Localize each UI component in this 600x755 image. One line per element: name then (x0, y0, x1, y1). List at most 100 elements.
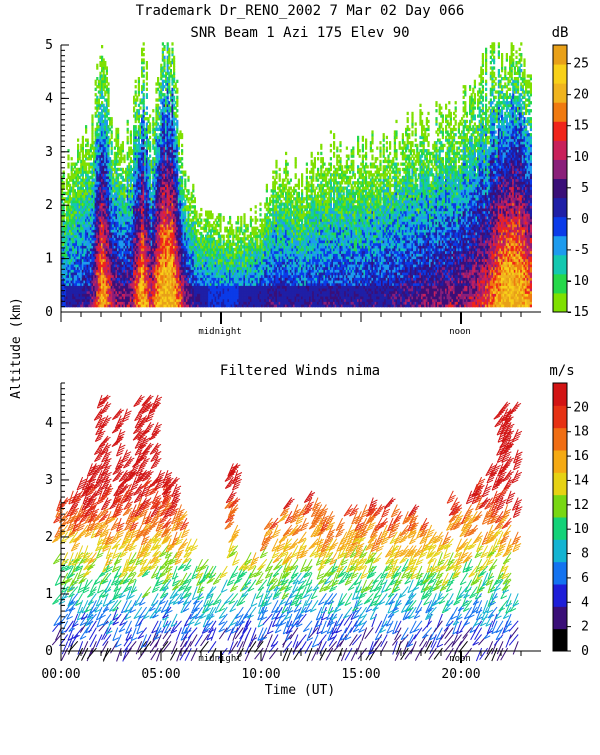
snr-cell (85, 280, 88, 284)
snr-cell (134, 79, 137, 83)
snr-cell (102, 280, 105, 284)
snr-cell (112, 231, 115, 236)
snr-cell (65, 234, 68, 238)
snr-cell (99, 149, 102, 153)
snr-cell (89, 207, 92, 212)
snr-cell (85, 183, 88, 188)
snr-cell (70, 167, 73, 172)
snr-cell (85, 258, 88, 262)
snr-cell (89, 288, 92, 292)
snr-cell (113, 229, 116, 233)
snr-cell (97, 159, 100, 164)
snr-cell (77, 223, 80, 228)
snr-cell (112, 301, 115, 305)
snr-cell (107, 93, 110, 97)
snr-cell (118, 231, 121, 236)
snr-cell (83, 207, 86, 212)
snr-cell (67, 245, 70, 249)
snr-cell (61, 237, 64, 241)
snr-cell (88, 253, 91, 257)
snr-cell (94, 253, 97, 257)
snr-cell (105, 280, 108, 284)
snr-cell (96, 181, 99, 185)
snr-cell (64, 199, 67, 204)
snr-cell (75, 250, 78, 254)
snr-cell (73, 202, 76, 206)
snr-cell (109, 288, 112, 292)
snr-cell (104, 280, 107, 284)
snr-cell (72, 296, 75, 300)
snr-cell (97, 207, 100, 212)
snr-cell (73, 218, 76, 222)
snr-cell (99, 125, 102, 129)
snr-cell (69, 263, 72, 268)
snr-cell (88, 191, 91, 196)
snr-cell (117, 223, 120, 228)
snr-cell (77, 181, 80, 185)
snr-cell (107, 143, 110, 148)
snr-cell (107, 215, 110, 220)
snr-cell (117, 197, 120, 201)
snr-cell (72, 221, 75, 225)
snr-cell (110, 218, 113, 222)
snr-cell (69, 210, 72, 214)
snr-cell (105, 130, 108, 134)
snr-cell (86, 205, 89, 209)
snr-cell (62, 266, 65, 270)
snr-cell (104, 111, 107, 116)
snr-cell (96, 274, 99, 278)
snr-cell (61, 186, 64, 190)
snr-cell (109, 285, 112, 289)
snr-cell (72, 202, 75, 206)
snr-cell (73, 162, 76, 166)
snr-cell (85, 226, 88, 230)
snr-cell (101, 253, 104, 257)
snr-cell (62, 245, 65, 249)
snr-cell (123, 154, 126, 158)
snr-cell (91, 213, 94, 217)
snr-cell (64, 285, 67, 289)
snr-cell (117, 194, 120, 198)
snr-cell (96, 122, 99, 126)
snr-cell (104, 127, 107, 132)
snr-cell (77, 191, 80, 196)
snr-cell (78, 290, 81, 294)
snr-cell (73, 280, 76, 284)
snr-cell (96, 130, 99, 134)
snr-cell (77, 298, 80, 302)
snr-cell (65, 231, 68, 236)
snr-cell (118, 226, 121, 230)
snr-cell (85, 247, 88, 252)
snr-cell (83, 189, 86, 193)
snr-cell (72, 288, 75, 292)
snr-cell (102, 293, 105, 297)
snr-cell (62, 181, 65, 185)
snr-cell (67, 293, 70, 297)
snr-cell (101, 69, 104, 73)
snr-cell (96, 237, 99, 241)
snr-cell (78, 191, 81, 196)
snr-cell (96, 263, 99, 268)
snr-cell (105, 101, 108, 105)
snr-cell (109, 247, 112, 252)
snr-cell (65, 221, 68, 225)
snr-cell (117, 285, 120, 289)
snr-cell (104, 197, 107, 201)
snr-cell (67, 242, 70, 246)
snr-cell (110, 151, 113, 156)
snr-cell (96, 189, 99, 193)
snr-cell (67, 181, 70, 185)
snr-cell (73, 250, 76, 254)
snr-cell (112, 234, 115, 238)
snr-cell (112, 293, 115, 297)
snr-cell (67, 213, 70, 217)
snr-cell (97, 266, 100, 270)
snr-cell (109, 159, 112, 164)
snr-cell (70, 285, 73, 289)
snr-cell (118, 261, 121, 265)
snr-cell (80, 245, 83, 249)
snr-cell (80, 167, 83, 172)
snr-cell (99, 199, 102, 204)
snr-cell (70, 162, 73, 166)
snr-cell (113, 165, 116, 169)
